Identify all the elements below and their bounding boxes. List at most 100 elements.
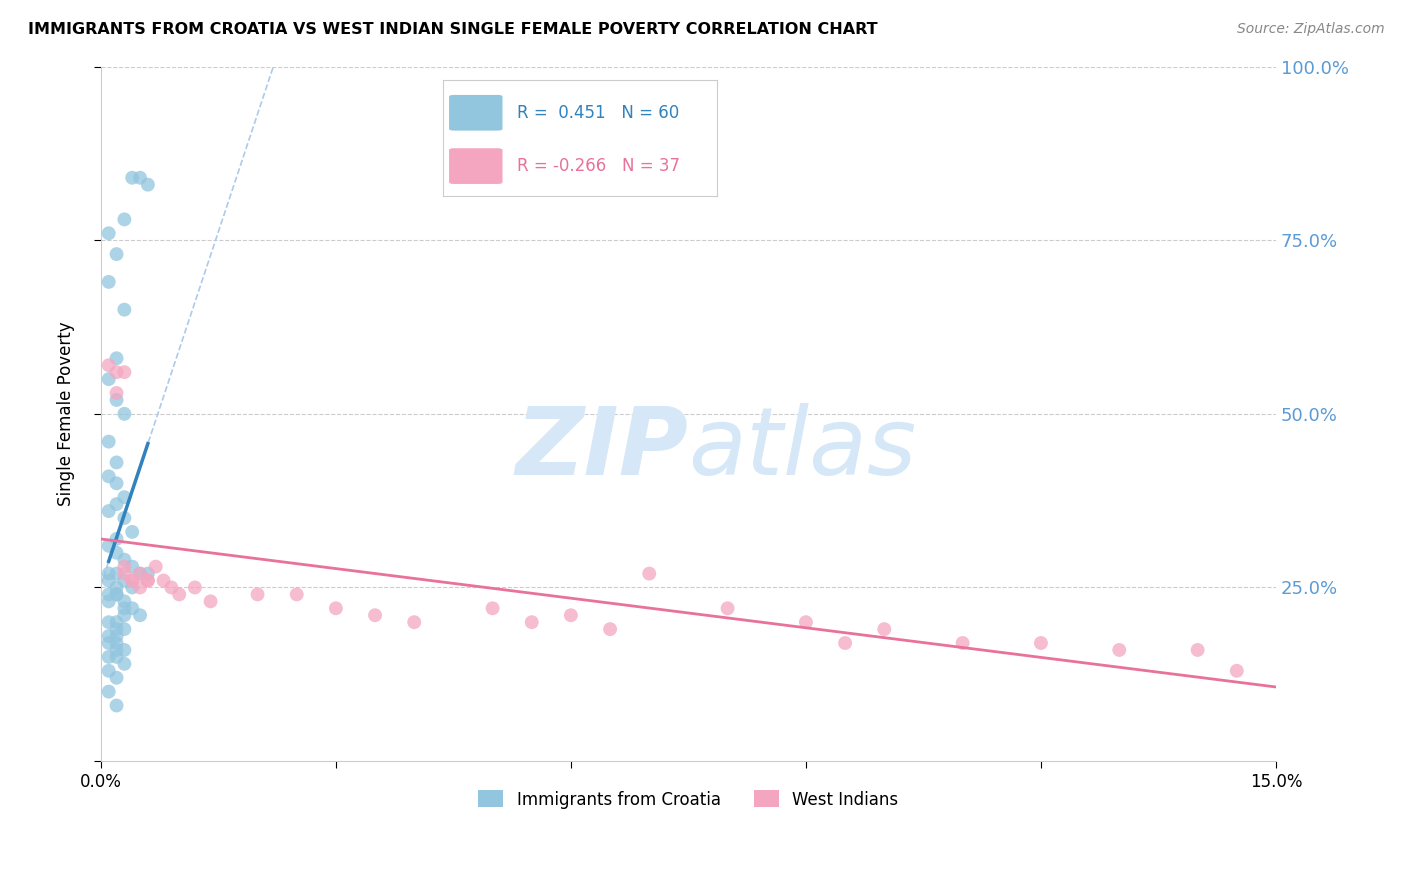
Point: [105, 698, 128, 713]
Point: [794, 615, 817, 630]
Text: IMMIGRANTS FROM CROATIA VS WEST INDIAN SINGLE FEMALE POVERTY CORRELATION CHART: IMMIGRANTS FROM CROATIA VS WEST INDIAN S…: [28, 22, 877, 37]
Point: [105, 671, 128, 685]
Point: [105, 497, 128, 511]
Point: [105, 615, 128, 630]
Point: [952, 636, 974, 650]
Point: [105, 476, 128, 491]
Point: [97, 372, 120, 386]
Point: [246, 587, 269, 601]
Point: [112, 574, 135, 588]
Point: [200, 594, 222, 608]
Point: [97, 649, 120, 664]
Text: R = -0.266   N = 37: R = -0.266 N = 37: [517, 157, 681, 175]
Point: [121, 574, 143, 588]
Point: [112, 566, 135, 581]
Point: [105, 455, 128, 469]
Point: [105, 649, 128, 664]
Point: [105, 629, 128, 643]
Point: [121, 574, 143, 588]
Point: [121, 601, 143, 615]
Point: [97, 566, 120, 581]
Point: [520, 615, 543, 630]
Point: [136, 178, 159, 192]
FancyBboxPatch shape: [449, 95, 503, 131]
Point: [112, 212, 135, 227]
Point: [97, 594, 120, 608]
Y-axis label: Single Female Poverty: Single Female Poverty: [58, 321, 75, 506]
Point: [1187, 643, 1209, 657]
Point: [481, 601, 503, 615]
Point: [105, 643, 128, 657]
Point: [834, 636, 856, 650]
Point: [121, 524, 143, 539]
Point: [129, 566, 152, 581]
Point: [112, 552, 135, 566]
Point: [97, 434, 120, 449]
Point: [105, 546, 128, 560]
Point: [160, 581, 183, 595]
Point: [716, 601, 738, 615]
Point: [152, 574, 174, 588]
Point: [1226, 664, 1249, 678]
Point: [1029, 636, 1052, 650]
Point: [129, 581, 152, 595]
Point: [873, 622, 896, 636]
Point: [121, 170, 143, 185]
Point: [105, 587, 128, 601]
Point: [105, 365, 128, 379]
Point: [285, 587, 308, 601]
Point: [404, 615, 426, 630]
Point: [97, 358, 120, 372]
Point: [129, 566, 152, 581]
Point: [325, 601, 347, 615]
Text: Source: ZipAtlas.com: Source: ZipAtlas.com: [1237, 22, 1385, 37]
Point: [105, 622, 128, 636]
Point: [97, 615, 120, 630]
Point: [136, 574, 159, 588]
Point: [167, 587, 190, 601]
Point: [97, 664, 120, 678]
Point: [97, 684, 120, 698]
Text: atlas: atlas: [689, 403, 917, 494]
Point: [112, 365, 135, 379]
Point: [105, 636, 128, 650]
Point: [105, 532, 128, 546]
Point: [129, 608, 152, 623]
Point: [105, 581, 128, 595]
Point: [129, 170, 152, 185]
Point: [97, 227, 120, 241]
FancyBboxPatch shape: [449, 147, 503, 185]
Point: [145, 559, 167, 574]
Point: [105, 587, 128, 601]
Point: [97, 469, 120, 483]
Legend: Immigrants from Croatia, West Indians: Immigrants from Croatia, West Indians: [471, 784, 905, 815]
Point: [112, 608, 135, 623]
Point: [105, 386, 128, 401]
Point: [560, 608, 582, 623]
Point: [1108, 643, 1130, 657]
Point: [112, 490, 135, 504]
Point: [136, 574, 159, 588]
Point: [599, 622, 621, 636]
Point: [184, 581, 207, 595]
Point: [136, 566, 159, 581]
Point: [112, 302, 135, 317]
Point: [112, 643, 135, 657]
Point: [112, 407, 135, 421]
Text: R =  0.451   N = 60: R = 0.451 N = 60: [517, 103, 679, 121]
Point: [97, 587, 120, 601]
Point: [105, 392, 128, 407]
Point: [121, 559, 143, 574]
Point: [364, 608, 387, 623]
Point: [121, 581, 143, 595]
Point: [105, 247, 128, 261]
Point: [105, 351, 128, 366]
Point: [97, 504, 120, 518]
Point: [97, 275, 120, 289]
Point: [112, 622, 135, 636]
Point: [112, 594, 135, 608]
Point: [638, 566, 661, 581]
Point: [112, 511, 135, 525]
Point: [97, 629, 120, 643]
Point: [97, 574, 120, 588]
